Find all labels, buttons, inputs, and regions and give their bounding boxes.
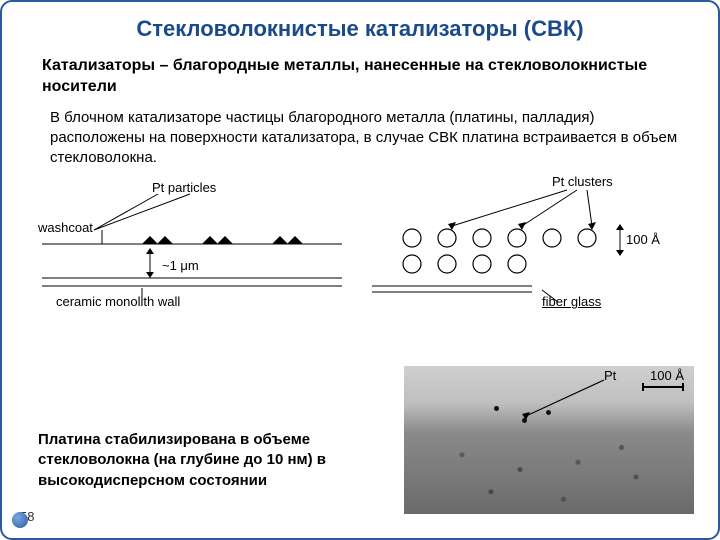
microscopy-pt-label: Pt (604, 368, 616, 383)
label-angstrom: 100 Å (626, 232, 660, 247)
label-pt-clusters: Pt clusters (552, 174, 613, 189)
diagrams-container: Pt particles washcoat ~1 μm ceramic mono… (42, 178, 694, 348)
label-washcoat: washcoat (38, 220, 93, 235)
footer-text: Платина стабилизирована в объеме стеклов… (38, 430, 368, 491)
diagram-monolith: Pt particles washcoat ~1 μm ceramic mono… (42, 178, 352, 333)
label-fiber-glass: fiber glass (542, 294, 601, 309)
label-pt-particles: Pt particles (152, 180, 216, 195)
scale-bar (642, 386, 684, 388)
body-text: В блочном катализаторе частицы благородн… (2, 106, 718, 175)
diagram-fiber: Pt clusters 100 Å fiber glass (372, 178, 682, 333)
bullet-icon (12, 512, 28, 528)
page-title: Стекловолокнистые катализаторы (СВК) (2, 2, 718, 50)
label-micron: ~1 μm (162, 258, 199, 273)
label-monolith: ceramic monolith wall (56, 294, 180, 309)
subtitle: Катализаторы – благородные металлы, нане… (2, 50, 718, 106)
microscopy-image: Pt 100 Å (404, 366, 694, 514)
scale-line (642, 386, 684, 388)
fiber-svg (372, 178, 682, 328)
microscopy-overlay (404, 366, 694, 514)
scale-label: 100 Å (650, 368, 684, 383)
